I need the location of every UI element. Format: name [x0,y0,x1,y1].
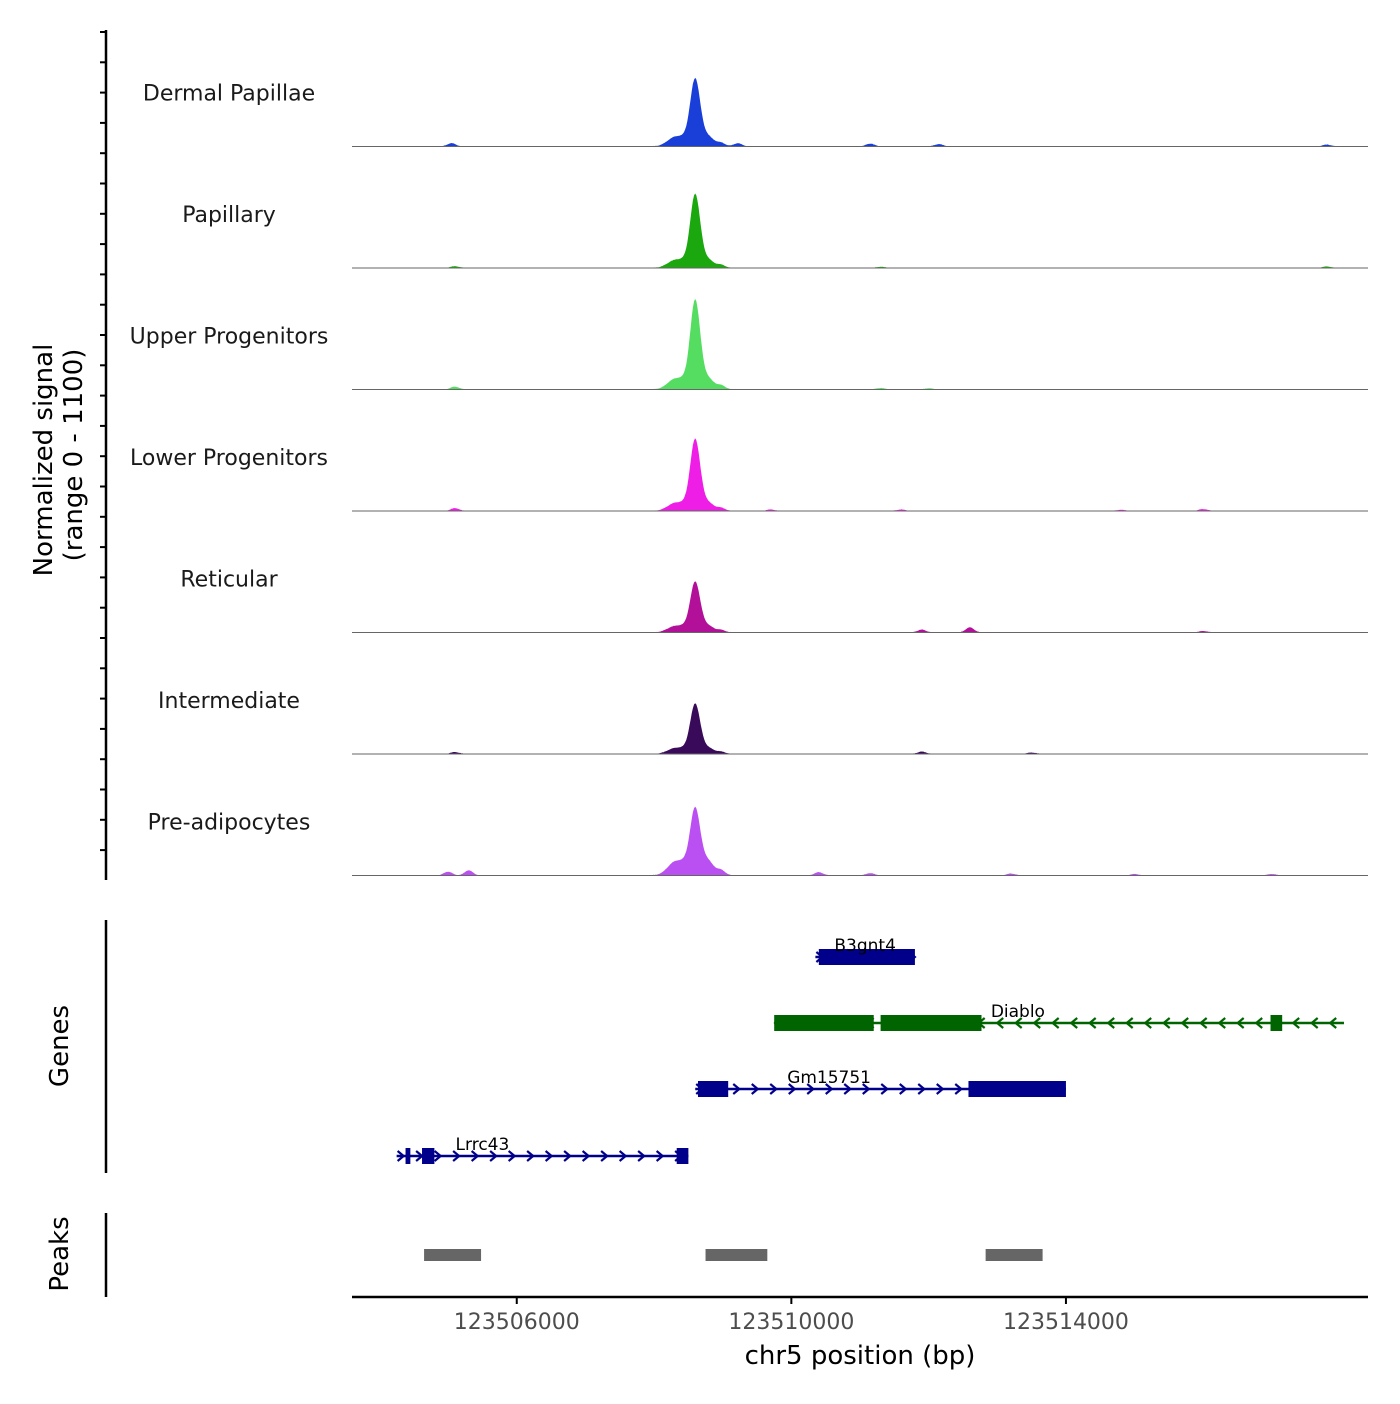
gene-strand-arrow [769,1083,778,1095]
gene-strand-arrow [751,1083,760,1095]
x-axis-title: chr5 position (bp) [745,1341,976,1371]
gene-strand-arrow [1254,1017,1263,1029]
gene-b3gnt4: B3gnt4 [815,936,917,965]
axes: 123506000 123510000 123514000 [100,30,1368,1335]
track-label: Lower Progenitors [130,446,328,471]
y-axis-title-line2: (range 0 - 1100) [59,349,89,562]
coverage-tracks: Dermal Papillae Papillary Upper Progenitor… [130,77,1368,876]
gene-strand-arrow [1087,1017,1097,1029]
peak-region [424,1249,482,1261]
gene-strand-arrow [1328,1017,1337,1029]
track-label: Pre-adipocytes [148,811,311,836]
gene-strand-arrow [788,1083,797,1095]
coverage-area-pre-adipocytes [352,806,1368,876]
gene-exon [774,1015,874,1031]
gene-strand-arrow [1198,1017,1208,1029]
coverage-area-intermediate [352,703,1368,754]
gene-strand-arrow [655,1150,665,1162]
gene-strand-arrow [581,1150,591,1162]
gene-strand-arrow [1106,1017,1115,1029]
gene-strand-arrow [507,1150,517,1162]
peaks-panel-label: Peaks [45,1216,75,1291]
gene-strand-arrow [732,1083,741,1095]
gene-strand-arrow [936,1083,945,1095]
gene-exon [676,1148,689,1164]
gene-strand-arrow [995,1017,1004,1029]
gene-strand-arrow [470,1150,480,1162]
gene-strand-arrow [1124,1017,1134,1029]
coverage-area-reticular [352,581,1368,633]
gene-strand-arrow [1161,1017,1171,1029]
peaks-panel [424,1249,1043,1261]
gene-exon [968,1081,1066,1097]
gene-label: Lrrc43 [456,1135,510,1155]
track-label: Dermal Papillae [143,82,315,107]
gene-exon [880,1015,982,1031]
coverage-area-papillary [352,193,1368,268]
gene-exon [422,1148,435,1164]
gene-diablo: Diablo [773,1002,1344,1031]
x-axis-tick-label: 123506000 [454,1310,580,1335]
gene-strand-arrow [1013,1017,1023,1029]
gene-strand-arrow [806,1083,815,1095]
gene-label: Gm15751 [787,1068,871,1088]
gene-strand-arrow [1032,1017,1041,1029]
gene-strand-arrow [880,1083,889,1095]
gene-strand-arrow [452,1150,461,1162]
gene-strand-arrow [1291,1017,1300,1029]
x-axis-tick-label: 123514000 [1003,1310,1129,1335]
y-axis-title-line1: Normalized signal [29,344,59,577]
gene-strand-arrow [954,1083,963,1095]
peak-region [985,1249,1043,1261]
gene-lrrc43: Lrrc43 [396,1135,689,1164]
gene-exon [405,1148,411,1164]
gene-strand-arrow [600,1150,609,1162]
gene-strand-arrow [862,1083,871,1095]
gene-strand-arrow [1309,1017,1319,1029]
x-axis-tick-label: 123510000 [728,1310,854,1335]
gene-strand-arrow [544,1150,554,1162]
gene-strand-arrow [899,1083,908,1095]
gene-strand-arrow [825,1083,834,1095]
track-label: Intermediate [158,689,300,714]
gene-exon [1270,1015,1283,1031]
coverage-area-upper-progenitors [352,299,1368,390]
coverage-area-lower-progenitors [352,438,1368,511]
gene-strand-arrow [1050,1017,1060,1029]
gene-exon [818,949,915,965]
gene-strand-arrow [526,1150,535,1162]
gene-annotation-panel: B3gnt4 Diablo Gm15751 Lrrc43 [396,936,1344,1164]
gene-exon [697,1081,729,1097]
gene-strand-arrow [618,1150,628,1162]
gene-strand-arrow [1180,1017,1189,1029]
gene-strand-arrow [843,1083,852,1095]
gene-strand-arrow [563,1150,572,1162]
genes-panel-label: Genes [45,1005,75,1087]
peak-region [705,1249,768,1261]
gene-strand-arrow [1235,1017,1245,1029]
coverage-area-dermal-papillae [352,77,1368,147]
gene-strand-arrow [637,1150,646,1162]
gene-strand-arrow [489,1150,498,1162]
gene-strand-arrow [433,1150,443,1162]
gene-strand-arrow [1143,1017,1152,1029]
gene-label: B3gnt4 [834,936,896,956]
gene-strand-arrow [917,1083,926,1095]
gene-gm15751: Gm15751 [695,1068,1066,1097]
track-label: Reticular [180,568,278,593]
track-label: Papillary [182,203,276,228]
gene-strand-arrow [1069,1017,1078,1029]
gene-strand-arrow [396,1150,406,1162]
gene-strand-arrow [1217,1017,1226,1029]
gene-label: Diablo [991,1002,1045,1022]
track-label: Upper Progenitors [130,325,329,350]
